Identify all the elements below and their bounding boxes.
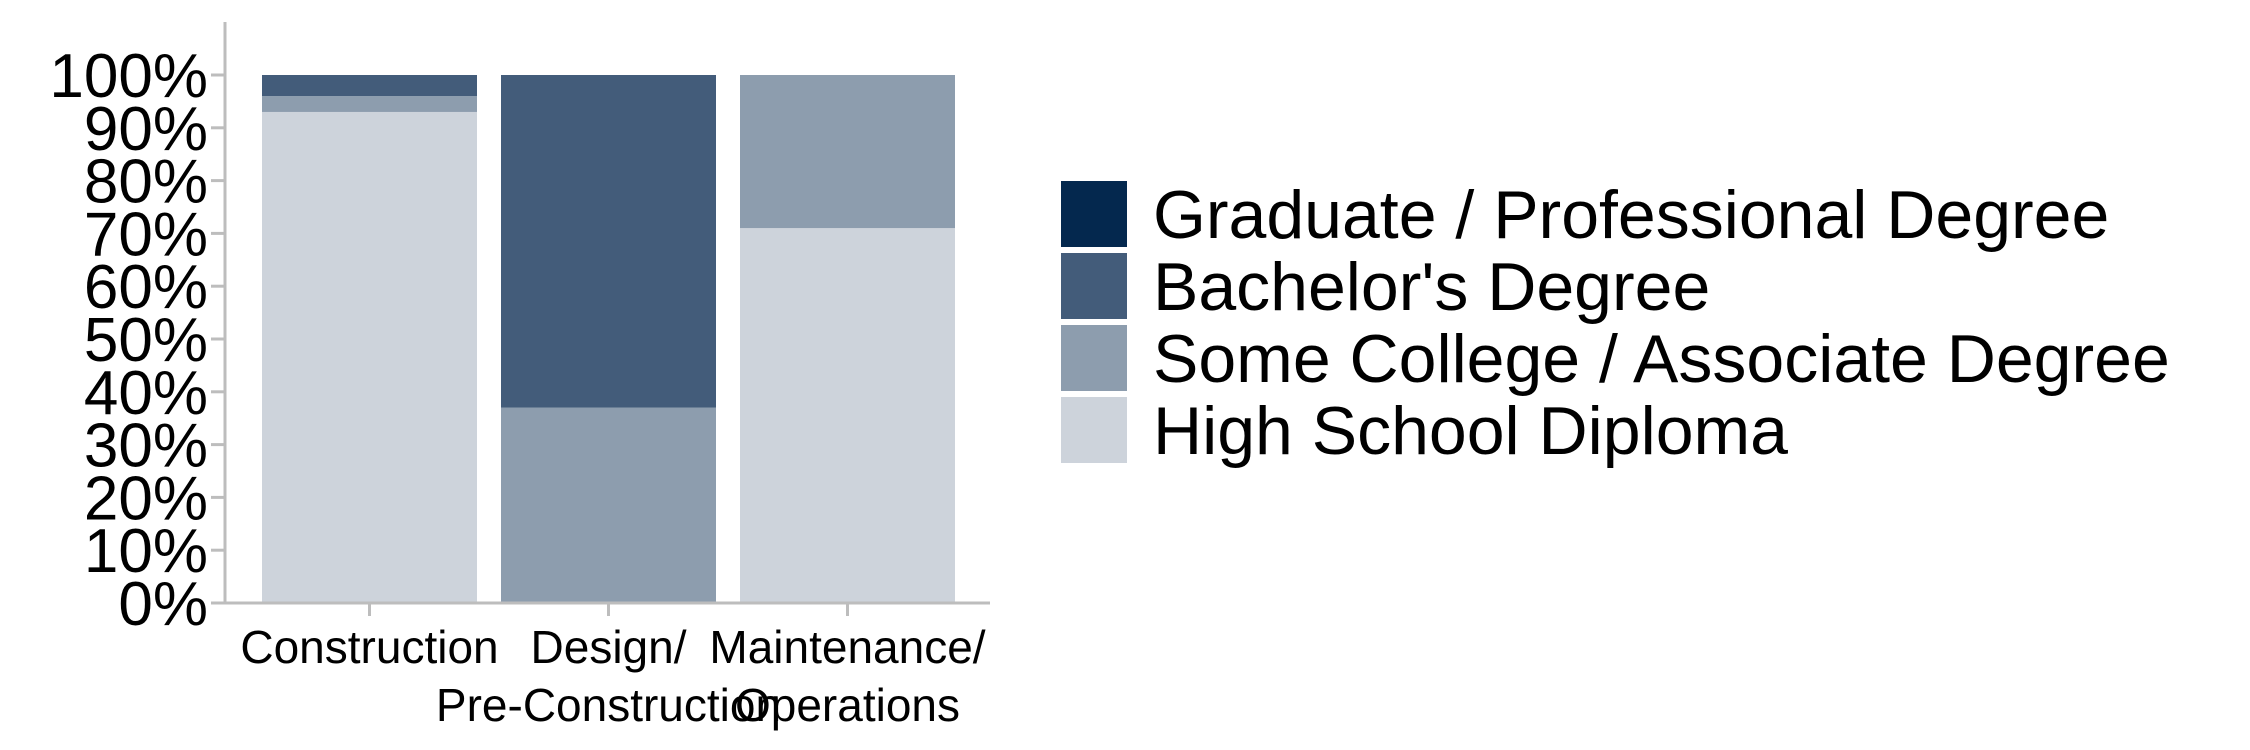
x-tick-label-line: Construction: [240, 621, 498, 673]
legend-swatch-bachelor-s-degree: [1059, 251, 1129, 321]
x-axis-ticks: Construction Design/Pre-ConstructionMaint…: [240, 603, 986, 731]
y-tick-label: 0%: [118, 570, 208, 639]
y-tick-label: 30%: [84, 412, 208, 481]
legend: Graduate / Professional DegreeBachelor's…: [1059, 177, 2170, 469]
y-tick-label: 60%: [84, 253, 208, 322]
y-tick-label: 90%: [84, 95, 208, 164]
y-tick-label: 50%: [84, 306, 208, 375]
legend-swatch-some-college-associate-degree: [1059, 323, 1129, 393]
bar-construction-high-school-diploma: [262, 111, 477, 604]
legend-label-bachelor-s-degree: Bachelor's Degree: [1153, 249, 1710, 325]
y-axis-ticks: 0%10%20%30%40%50%60%70%80%90%100%: [49, 42, 225, 639]
x-tick-label: Maintenance/Operations: [709, 621, 985, 731]
x-tick-label: Construction: [240, 621, 498, 673]
legend-label-graduate-professional-degree: Graduate / Professional Degree: [1153, 177, 2109, 253]
legend-swatch-graduate-professional-degree: [1059, 179, 1129, 249]
legend-swatch-high-school-diploma: [1059, 395, 1129, 465]
y-tick-label: 70%: [84, 200, 208, 269]
x-tick-label-line: Pre-Construction: [436, 679, 781, 731]
x-tick-label-line: Maintenance/: [709, 621, 985, 673]
y-tick-label: 80%: [84, 148, 208, 217]
bar-design-pre-construction-some-college-associate-degree: [501, 407, 716, 603]
y-tick-label: 40%: [84, 359, 208, 428]
x-tick-label-line: Design/: [531, 621, 687, 673]
bar-construction-some-college-associate-degree: [262, 96, 477, 112]
bar-maintenance-operations-high-school-diploma: [740, 228, 955, 603]
x-tick-label-line: Operations: [735, 679, 960, 731]
y-tick-label: 20%: [84, 464, 208, 533]
y-tick-label: 100%: [49, 42, 208, 111]
legend-label-high-school-diploma: High School Diploma: [1153, 393, 1788, 469]
y-tick-label: 10%: [84, 517, 208, 586]
bar-design-pre-construction-bachelor-s-degree: [501, 75, 716, 408]
bar-construction-bachelor-s-degree: [262, 75, 477, 97]
legend-label-some-college-associate-degree: Some College / Associate Degree: [1153, 321, 2170, 397]
bars-group: [262, 75, 955, 604]
bar-maintenance-operations-some-college-associate-degree: [740, 75, 955, 229]
x-tick-label: Design/Pre-Construction: [436, 621, 781, 731]
